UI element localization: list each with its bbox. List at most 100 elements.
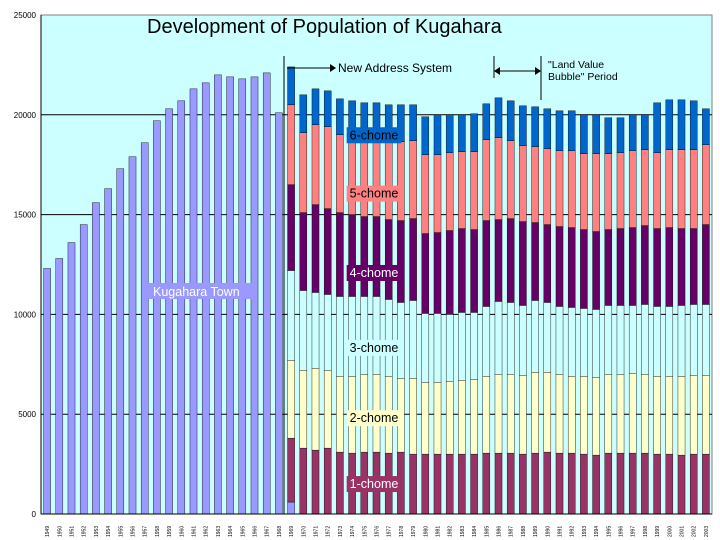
chome-label-6-chome: 6-chome bbox=[350, 128, 399, 142]
y-tick-label: 20000 bbox=[14, 111, 37, 120]
x-tick-label: 1963 bbox=[216, 526, 222, 537]
bar-kugahara-town bbox=[128, 156, 137, 515]
bar-5-chome bbox=[531, 146, 539, 223]
chome-labels: 6-chome 5-chome 4-chome 3-chome 2-chome 1-cho… bbox=[346, 127, 402, 493]
bar-5-chome bbox=[689, 149, 698, 229]
bar-4-chome bbox=[689, 228, 698, 305]
bar-1-chome bbox=[482, 452, 491, 515]
chome-label-3-chome: 3-chome bbox=[350, 341, 399, 355]
x-tick-label: 1969 bbox=[289, 526, 295, 537]
bar-3-chome bbox=[287, 270, 295, 361]
bar-4-chome bbox=[628, 227, 637, 306]
bar-5-chome bbox=[677, 149, 686, 229]
bar-3-chome bbox=[506, 302, 515, 375]
bar-kugahara-town bbox=[287, 501, 295, 515]
bar-2-chome bbox=[470, 379, 478, 455]
bar-6-chome bbox=[555, 110, 564, 151]
bar-6-chome bbox=[592, 114, 600, 154]
bar-4-chome bbox=[336, 212, 344, 297]
bar-5-chome bbox=[665, 149, 674, 228]
bar-5-chome bbox=[458, 151, 466, 229]
bar-4-chome bbox=[323, 208, 332, 295]
arrow-head-right-icon bbox=[535, 67, 541, 75]
bar-2-chome bbox=[616, 374, 625, 454]
bar-4-chome bbox=[543, 224, 552, 303]
bar-1-chome bbox=[506, 452, 515, 515]
x-tick-label: 1967 bbox=[265, 526, 271, 537]
bar-1-chome bbox=[616, 452, 625, 515]
bar-2-chome bbox=[506, 374, 515, 454]
bar-1-chome bbox=[653, 453, 661, 515]
bar-1-chome bbox=[470, 453, 478, 515]
bar-4-chome bbox=[482, 220, 491, 307]
x-tick-label: 1990 bbox=[545, 526, 551, 537]
bar-kugahara-town bbox=[104, 188, 112, 515]
bar-1-chome bbox=[592, 454, 600, 515]
bar-5-chome bbox=[299, 132, 308, 213]
bar-3-chome bbox=[519, 305, 527, 376]
x-tick-label: 1985 bbox=[484, 526, 490, 537]
bar-kugahara-town bbox=[189, 88, 198, 515]
new-address-label: New Address System bbox=[338, 61, 452, 75]
bar-kugahara-town bbox=[262, 72, 271, 515]
bar-6-chome bbox=[311, 88, 320, 125]
bar-kugahara-town bbox=[79, 224, 88, 515]
y-axis-ticks: 0 5000 10000 15000 20000 25000 bbox=[14, 11, 37, 519]
bar-kugahara-town bbox=[153, 120, 161, 515]
chome-label-box bbox=[346, 410, 402, 427]
x-tick-label: 2000 bbox=[667, 526, 673, 537]
bar-5-chome bbox=[445, 152, 454, 231]
bar-2-chome bbox=[287, 360, 295, 439]
bar-3-chome bbox=[531, 300, 539, 373]
bar-4-chome bbox=[567, 227, 576, 308]
bar-3-chome bbox=[299, 290, 308, 371]
y-tick-label: 25000 bbox=[14, 11, 37, 20]
chome-label-box bbox=[346, 127, 402, 144]
bar-6-chome bbox=[445, 114, 454, 153]
chome-label-2-chome: 2-chome bbox=[350, 411, 399, 425]
x-tick-label: 1965 bbox=[240, 526, 246, 537]
bar-3-chome bbox=[311, 292, 320, 369]
bar-4-chome bbox=[665, 227, 674, 307]
bar-6-chome bbox=[433, 115, 442, 155]
bar-4-chome bbox=[470, 229, 478, 313]
bar-4-chome bbox=[555, 226, 564, 307]
bar-1-chome bbox=[543, 451, 552, 515]
bar-6-chome bbox=[519, 105, 527, 146]
bar-1-chome bbox=[299, 447, 308, 515]
arrow-head-icon bbox=[330, 64, 336, 72]
chome-label-5-chome: 5-chome bbox=[350, 187, 399, 201]
x-axis-ticks: 1949 1950 1951 1952 1953 1954 1955 1956 1957 1958… bbox=[45, 526, 710, 537]
bar-2-chome bbox=[409, 378, 417, 455]
x-tick-label: 1956 bbox=[131, 526, 137, 537]
bar-6-chome bbox=[604, 117, 613, 154]
bar-4-chome bbox=[531, 222, 539, 301]
x-tick-label: 1999 bbox=[655, 526, 661, 537]
bar-6-chome bbox=[482, 103, 491, 140]
chart-title: Development of Population of Kugahara bbox=[147, 16, 503, 38]
town-label: Kugahara Town bbox=[153, 285, 240, 299]
bar-3-chome bbox=[409, 300, 417, 379]
bar-kugahara-town bbox=[92, 202, 100, 515]
bar-4-chome bbox=[445, 230, 454, 315]
bar-3-chome bbox=[653, 306, 661, 377]
bar-kugahara-town bbox=[140, 142, 149, 515]
bar-5-chome bbox=[433, 154, 442, 233]
x-tick-label: 1984 bbox=[472, 526, 478, 537]
x-tick-label: 1997 bbox=[631, 526, 637, 537]
x-tick-label: 1954 bbox=[106, 526, 112, 537]
x-tick-label: 1955 bbox=[118, 526, 124, 537]
bar-1-chome bbox=[494, 452, 503, 515]
bar-3-chome bbox=[665, 306, 674, 377]
x-tick-label: 1982 bbox=[448, 526, 454, 537]
bar-1-chome bbox=[531, 452, 539, 515]
x-tick-label: 1961 bbox=[192, 526, 198, 537]
x-tick-label: 1953 bbox=[94, 526, 100, 537]
bar-1-chome bbox=[421, 453, 430, 515]
x-tick-label: 1973 bbox=[338, 526, 344, 537]
x-tick-label: 1972 bbox=[326, 526, 332, 537]
bar-6-chome bbox=[494, 97, 503, 138]
x-tick-label: 1958 bbox=[155, 526, 161, 537]
bar-2-chome bbox=[494, 374, 503, 454]
